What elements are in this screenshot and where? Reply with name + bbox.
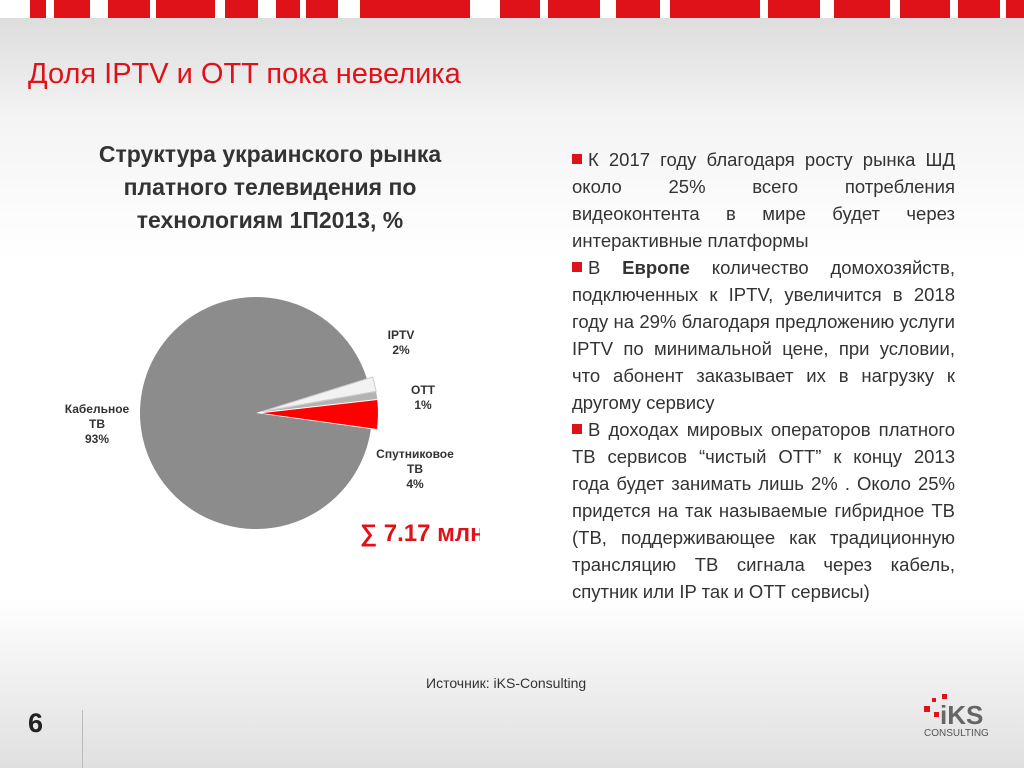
bullet-square-icon xyxy=(572,424,582,434)
pie-label-cable: Кабельное ТВ 93% xyxy=(58,402,136,447)
bullet-item: В Европе количество домохозяйств, подклю… xyxy=(572,254,955,416)
bullet-text: В xyxy=(588,257,623,278)
pie-label-cable-value: 93% xyxy=(84,432,110,446)
footer-divider xyxy=(82,710,83,768)
bullet-text: В доходах мировых операторов платного ТВ… xyxy=(572,419,955,602)
pie-label-satellite: Спутниковое ТВ 4% xyxy=(370,447,460,492)
pie-slice-iptv xyxy=(261,376,377,413)
source-note: Источник: iKS-Consulting xyxy=(426,675,587,691)
pie-slice-ott xyxy=(261,391,378,413)
bullet-square-icon xyxy=(572,262,582,272)
logo-subtext: CONSULTING xyxy=(924,728,989,739)
pie-label-ott-value: 1% xyxy=(414,398,432,412)
pie-slice-satellite xyxy=(261,399,378,430)
bullet-text: К 2017 году благодаря росту рынка ШД око… xyxy=(572,149,955,251)
pie-chart xyxy=(139,297,378,530)
pie-label-satellite-value: 4% xyxy=(406,477,424,491)
pie-label-ott-name: OTT xyxy=(411,383,435,397)
pie-label-satellite-name: Спутниковое ТВ xyxy=(376,447,454,476)
logo-text: iKS xyxy=(940,700,983,730)
bullet-text: количество домохозяйств, подключенных к … xyxy=(572,257,956,413)
pie-label-ott: OTT 1% xyxy=(398,383,448,413)
pie-label-iptv-name: IPTV xyxy=(387,328,415,342)
slide-title: Доля IPTV и OTT пока невелика xyxy=(28,58,461,90)
pie-label-iptv: IPTV 2% xyxy=(376,328,426,358)
pie-slice-cable xyxy=(139,297,371,530)
bullet-square-icon xyxy=(572,154,582,164)
top-decorative-bar xyxy=(0,0,1024,18)
pie-label-cable-name: Кабельное ТВ xyxy=(64,402,130,431)
pie-label-iptv-value: 2% xyxy=(392,343,410,357)
chart-title: Структура украинского рынка платного тел… xyxy=(98,141,442,233)
bullet-item: В доходах мировых операторов платного ТВ… xyxy=(572,416,955,605)
iks-logo: iKS CONSULTING xyxy=(920,692,1000,747)
bullet-text: Европе xyxy=(622,257,690,278)
bullet-item: К 2017 году благодаря росту рынка ШД око… xyxy=(572,146,955,254)
bullet-list: К 2017 году благодаря росту рынка ШД око… xyxy=(572,146,955,605)
total-subscribers: ∑ 7.17 млн xyxy=(360,520,480,547)
logo-mark-icon: iKS CONSULTING xyxy=(924,694,989,739)
page-number: 6 xyxy=(28,708,44,738)
